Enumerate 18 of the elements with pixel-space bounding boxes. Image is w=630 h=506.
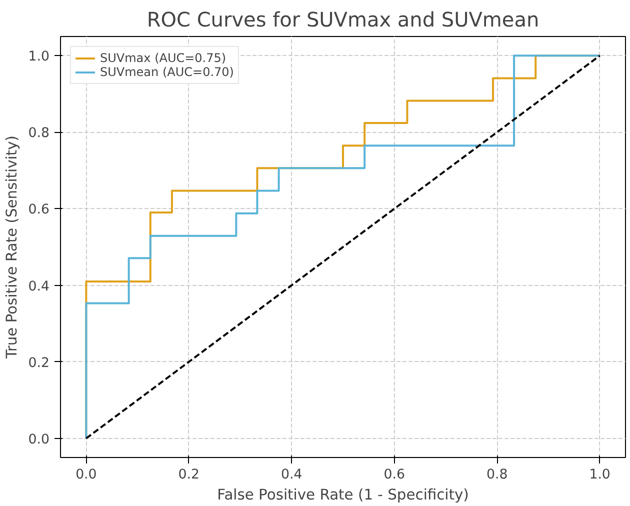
y-axis-title: True Positive Rate (Sensitivity) xyxy=(3,136,20,360)
x-tick-label: 1.0 xyxy=(589,468,610,482)
y-tick-label: 0.4 xyxy=(28,279,50,294)
y-tick-label: 0.8 xyxy=(28,126,50,142)
x-tick-label: 0.0 xyxy=(76,468,97,482)
legend-label: SUVmean (AUC=0.70) xyxy=(100,65,234,79)
y-tick-label: 0.0 xyxy=(28,432,50,448)
x-tick-label: 0.2 xyxy=(178,468,200,482)
x-tick-label: 0.4 xyxy=(281,468,302,482)
x-tick-label: 0.6 xyxy=(384,468,405,482)
y-tick-label: 0.6 xyxy=(28,202,50,218)
x-axis-title: False Positive Rate (1 - Specificity) xyxy=(217,486,469,504)
x-tick-label: 0.8 xyxy=(486,468,508,482)
legend-label: SUVmax (AUC=0.75) xyxy=(100,51,226,65)
chart-title: ROC Curves for SUVmax and SUVmean xyxy=(146,8,540,32)
line-series xyxy=(85,54,601,440)
y-tick-label: 0.2 xyxy=(28,356,50,371)
y-tick-label: 1.0 xyxy=(28,50,50,65)
